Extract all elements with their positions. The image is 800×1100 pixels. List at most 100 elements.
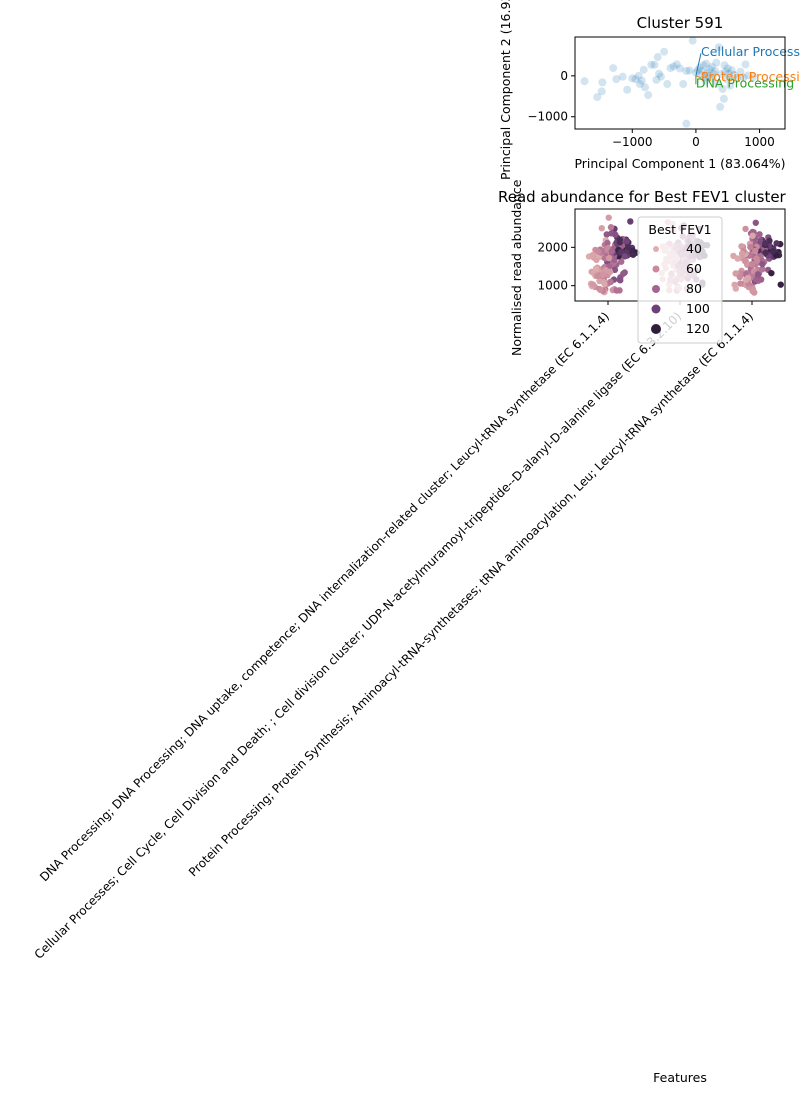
abundance-point [608,248,616,255]
pca-point [718,84,727,93]
abundance-point [613,287,620,294]
legend-title: Best FEV1 [648,222,711,237]
pca-point [637,76,646,85]
pca-point [635,80,644,89]
pca-point [653,53,662,62]
pca-point [609,64,618,73]
abundance-point [752,219,759,226]
legend-marker [652,285,660,293]
pca-point [655,69,663,78]
pca-axes-frame [574,36,786,130]
pca-point [598,78,607,87]
pca-point [739,73,748,82]
annotation-label: Protein Processing [701,69,800,84]
abundance-point [741,257,749,265]
pca-point [717,70,726,79]
pca-point [679,80,688,89]
legend-marker [651,304,661,314]
pca-point [623,85,632,94]
legend-label: 60 [686,261,702,276]
abundance-point [753,276,760,283]
pca-point [699,61,708,70]
abundance-point [629,251,637,258]
pca-point [700,73,709,82]
abundance-point [605,254,613,262]
abundance-point [768,269,775,277]
x-tick-label: 0 [692,135,700,149]
pca-point [721,67,730,76]
y-tick-label: −1000 [527,110,568,124]
pca-point [716,102,725,111]
pca-point [720,61,729,70]
abundance-point [605,214,612,221]
pca-point [593,93,602,102]
pca-point [685,66,694,75]
abundance-point [757,238,764,245]
pca-point [631,75,640,84]
pca-point [711,66,719,75]
pca-point [704,71,713,80]
abundance-point [762,240,769,247]
y-tick-label: 1000 [537,279,568,293]
pca-point [701,76,710,85]
abundance-point [748,261,756,268]
fev1-legend: Best FEV1 40 60 80 100 120 [637,216,723,344]
abundance-point [603,231,610,238]
abundance-point [738,250,746,257]
abundance-point [621,253,628,260]
abundance-point [731,281,738,288]
pca-point [708,74,717,83]
pca-point [612,75,621,84]
pca-point [639,65,648,74]
legend-label: 40 [686,241,702,256]
abundance-point [617,248,625,256]
abundance-point [624,244,632,251]
pca-y-label: Principal Component 2 (16.93 [498,0,513,180]
abundance-point [752,247,759,255]
pca-point [741,60,750,69]
abundance-point [598,224,605,232]
pca-point [693,66,702,75]
y-tick-label: 2000 [537,240,568,254]
pca-point [727,66,736,75]
abundance-point [604,239,611,247]
pca-point [719,94,728,103]
pca-point [698,66,707,75]
pca-point [644,91,653,100]
pca-point [714,43,723,52]
legend-label: 100 [686,301,710,316]
abundance-point [610,256,618,264]
pca-point [682,119,691,128]
abundance-point [616,276,623,283]
abundance-point [601,280,608,288]
pca-point [725,69,733,78]
pca-point [618,72,627,81]
abundance-point [777,281,784,288]
pca-point [703,68,712,77]
feature-tick-label: Protein Processing; Protein Synthesis; A… [186,309,756,879]
pca-point [691,68,700,77]
pca-point [628,74,637,83]
legend-marker [651,324,661,334]
pca-point [663,80,672,89]
pca-point [723,64,732,73]
pca-point [730,71,739,80]
abundance-title: Read abundance for Best FEV1 cluster [498,188,787,206]
x-tick-label: 1000 [744,135,775,149]
abundance-point [747,243,754,251]
abundance-point [618,258,625,265]
abundance-point [762,249,769,256]
pca-point [656,72,665,81]
abundance-point [623,238,630,245]
annotation-arrow [695,75,702,79]
pca-point [580,77,589,86]
pca-point [707,62,716,71]
abundance-point [744,274,752,282]
pca-point [722,75,731,84]
pca-point [713,79,722,88]
pca-point [597,87,606,96]
abundance-point [606,268,614,276]
pca-annotations: Cellular Processes Protein ProcessingDNA … [695,44,800,90]
abundance-point [592,265,600,272]
